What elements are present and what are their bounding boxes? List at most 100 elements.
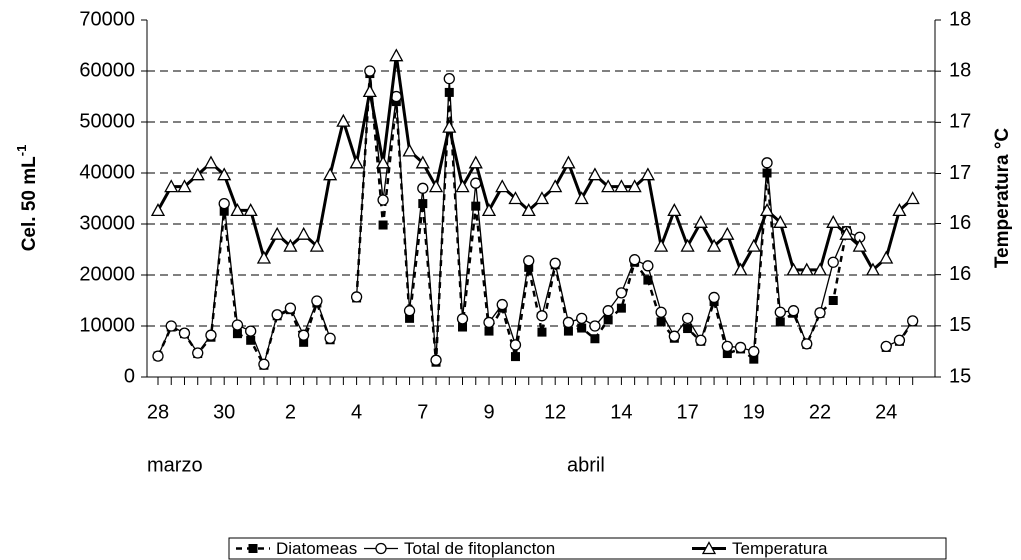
point [722,349,732,359]
point [430,354,442,366]
legend-marker [701,541,717,555]
point [509,339,522,351]
point [603,315,613,325]
y-tick-label: 20000 [79,263,135,285]
point [852,238,867,252]
point [693,214,708,228]
x-group-label: marzo [147,454,203,476]
point [350,291,363,303]
y-tick-label: 40000 [79,161,135,183]
y2-tick-label: 18 [949,8,971,30]
point [336,113,351,127]
point [471,201,481,211]
point [217,167,232,181]
y2-tick-label: 15 [949,314,971,336]
point [721,340,733,353]
point [549,257,561,269]
series-line [157,70,914,367]
point [734,341,747,354]
x-tick-label: 2 [285,401,296,423]
point [627,179,642,193]
legend-label: Total de fitoplancton [404,539,555,558]
point [615,287,628,299]
point [468,155,483,169]
point [759,203,775,217]
point [230,203,245,217]
point [177,179,192,193]
legend-marker [248,544,258,553]
point [270,226,285,240]
point [415,155,430,169]
point [484,326,494,336]
x-tick-label: 4 [351,401,362,423]
x-tick-label: 7 [417,401,428,423]
point [748,345,760,358]
point [681,312,694,325]
series-line [156,55,914,274]
point [905,191,920,205]
point [590,334,600,344]
point [893,334,906,346]
y2-tick-label: 17 [949,162,971,184]
point [577,323,587,333]
point [362,84,377,98]
point [508,191,523,205]
point [232,329,242,339]
x-tick-label: 28 [147,401,169,423]
x-tick-label: 14 [610,401,632,423]
point [178,327,191,339]
point [521,203,536,217]
point [907,315,919,327]
point [405,313,415,323]
point [443,73,455,85]
y-tick-label: 70000 [79,8,135,30]
y-tick-label: 0 [124,365,135,387]
point [483,316,495,329]
point [654,238,669,252]
point [537,327,547,337]
legend-box [228,537,947,560]
y2-tick-label: 15 [949,365,971,387]
point [375,155,391,169]
point [668,330,681,342]
point [826,214,841,228]
point [403,305,416,317]
point [349,155,364,169]
point [680,238,695,252]
point [271,309,283,321]
y2-tick-label: 18 [949,59,971,81]
point [667,203,682,217]
point [190,167,205,181]
point [428,179,444,193]
point [775,317,785,327]
x-tick-label: 9 [483,401,494,423]
point [324,332,336,344]
point [642,260,654,272]
y-tick-label: 10000 [79,314,135,336]
y-tick-label: 30000 [79,212,135,234]
point [799,262,814,276]
point [812,262,828,276]
point [774,306,786,318]
point [219,206,229,216]
x-tick-label: 30 [213,401,235,423]
point [323,167,338,181]
point [749,354,759,364]
x-tick-label: 24 [875,401,897,423]
point [203,155,219,169]
point [311,295,323,307]
point [417,182,429,194]
point [524,262,534,272]
point [283,238,298,252]
point [205,329,217,341]
point [456,313,469,325]
x-tick-label: 17 [676,401,698,423]
legend-marker [375,542,387,555]
point [496,298,508,311]
point [589,320,601,332]
point [587,167,603,181]
point [762,168,772,178]
point [773,214,788,228]
point [733,262,748,276]
